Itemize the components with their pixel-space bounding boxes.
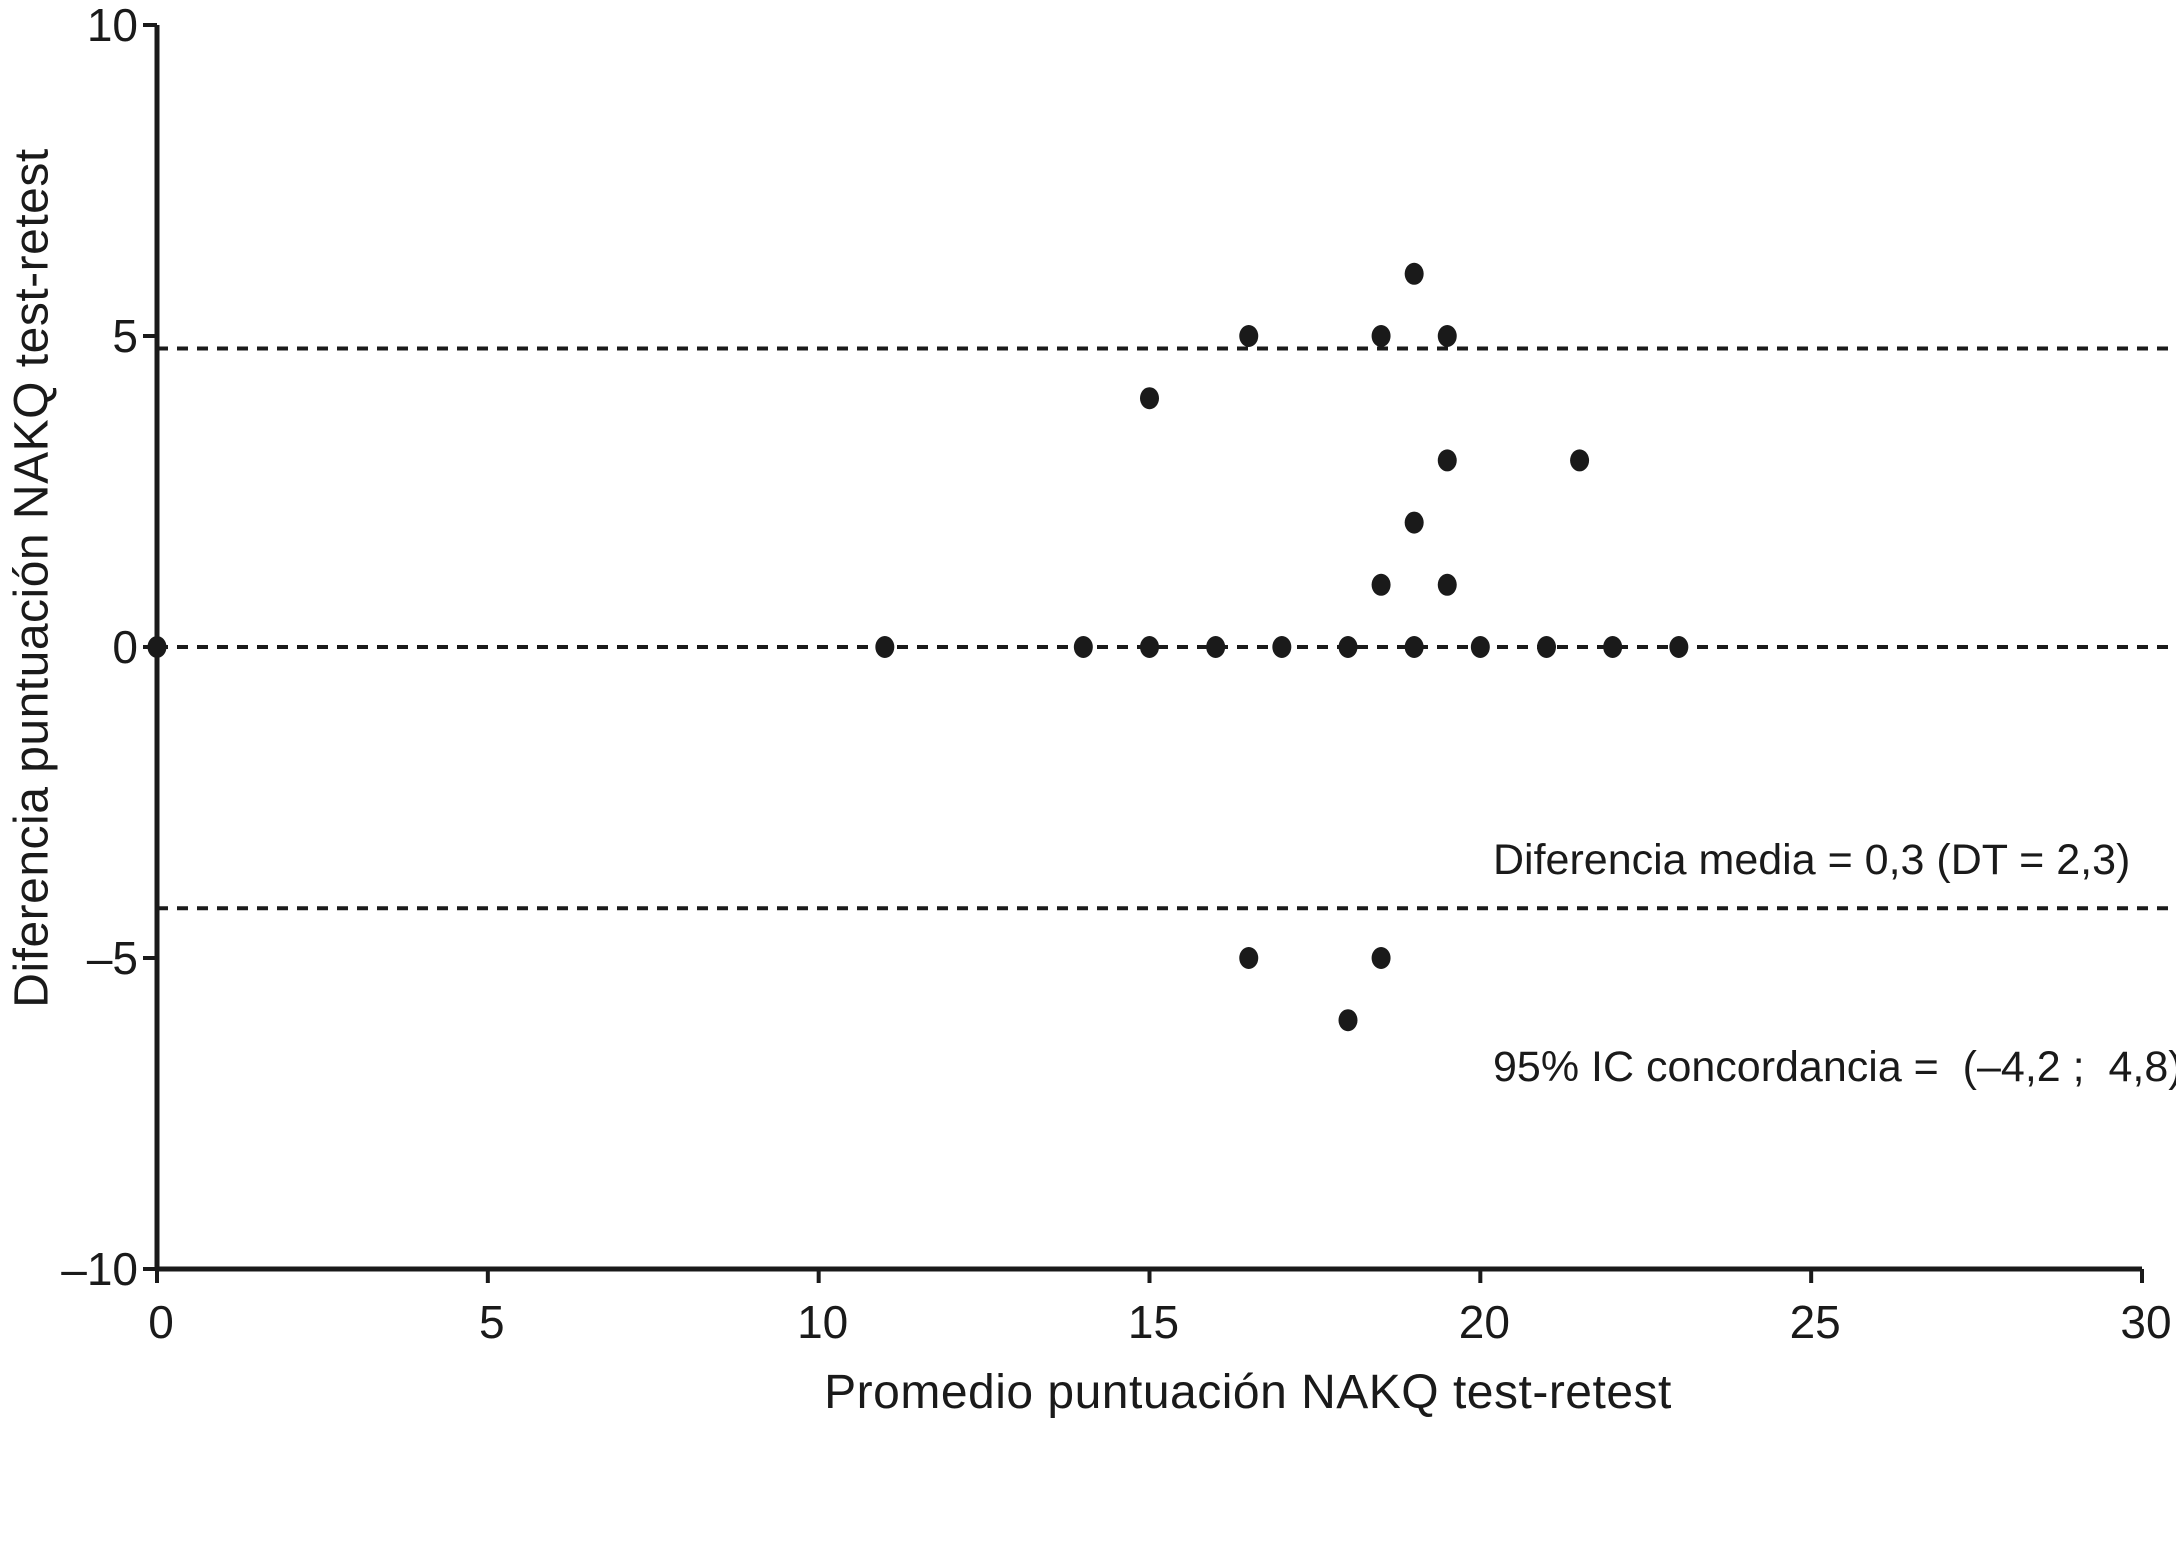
data-point xyxy=(1239,325,1259,347)
y-tick-label: –5 xyxy=(87,932,138,984)
annotation-mean-line: Diferencia media = 0,3 (DT = 2,3) xyxy=(1493,836,2131,884)
x-tick-label: 20 xyxy=(1459,1296,1510,1348)
data-point xyxy=(1073,636,1093,658)
data-point xyxy=(1239,947,1259,969)
data-point xyxy=(1338,636,1358,658)
data-point xyxy=(1404,636,1424,658)
data-point xyxy=(1437,449,1457,472)
data-point xyxy=(1272,636,1292,658)
data-point xyxy=(1404,262,1424,285)
x-tick-label: 30 xyxy=(2120,1296,2171,1348)
data-point xyxy=(875,636,895,658)
data-point xyxy=(147,636,167,658)
y-tick-label: –10 xyxy=(61,1243,138,1295)
x-tick-label: 25 xyxy=(1790,1296,1841,1348)
data-point xyxy=(1140,636,1159,658)
data-point xyxy=(1537,636,1556,658)
footnotes: DT : Desviación típica IC : Intervalo de… xyxy=(270,1440,758,1561)
y-tick-label: 10 xyxy=(87,0,138,51)
x-axis-title: Promedio puntuación NAKQ test-retest xyxy=(824,1366,1672,1419)
y-tick-label: 0 xyxy=(112,621,138,673)
data-point xyxy=(1371,573,1391,596)
data-point xyxy=(1603,636,1623,658)
data-point xyxy=(1669,636,1689,658)
data-point xyxy=(1437,325,1457,347)
x-tick-label: 15 xyxy=(1128,1296,1179,1348)
data-point xyxy=(1206,636,1226,658)
x-tick-label: 0 xyxy=(148,1296,174,1348)
data-point xyxy=(1371,325,1391,347)
data-point xyxy=(1570,449,1590,472)
stats-annotation: Diferencia media = 0,3 (DT = 2,3) 95% IC… xyxy=(1493,688,2176,1240)
y-axis-title: Diferencia puntuación NAKQ test-retest xyxy=(5,148,59,1008)
annotation-ci-line: 95% IC concordancia = (–4,2 ; 4,8) xyxy=(1493,1043,2176,1091)
y-tick-label: 5 xyxy=(112,310,138,362)
data-point xyxy=(1371,947,1391,969)
data-point xyxy=(1140,387,1159,410)
data-point xyxy=(1437,573,1457,596)
data-point xyxy=(1338,1009,1358,1032)
data-point xyxy=(1404,511,1424,534)
x-tick-label: 5 xyxy=(479,1296,505,1348)
x-tick-label: 10 xyxy=(797,1296,848,1348)
data-point xyxy=(1470,636,1490,658)
